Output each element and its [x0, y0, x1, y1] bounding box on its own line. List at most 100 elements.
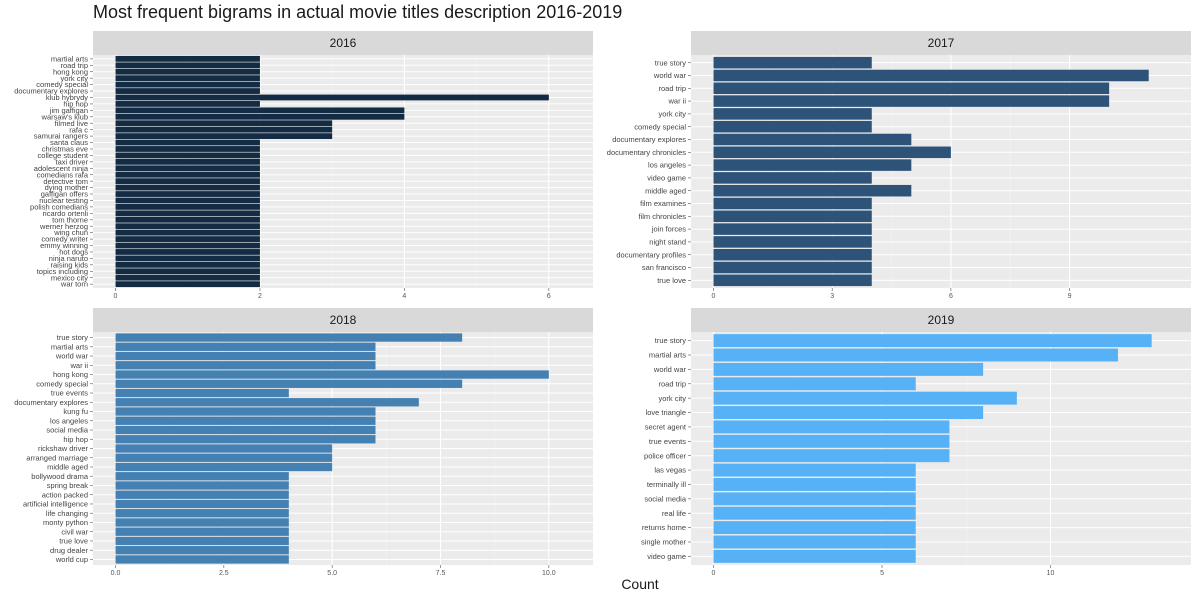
y-tick-label: los angeles [50, 416, 88, 425]
y-tick-label: tom thorne [52, 215, 88, 224]
bar [713, 120, 872, 133]
facet-strip-label: 2016 [330, 36, 357, 50]
x-tick-label: 2 [258, 293, 262, 300]
bar [115, 416, 376, 425]
y-tick-label: comedy writer [41, 235, 88, 244]
y-tick-label: documentary explores [14, 398, 88, 407]
x-tick-label: 6 [547, 293, 551, 300]
y-tick-label: war torn [60, 280, 88, 289]
bar [713, 223, 872, 235]
x-tick-label: 0.0 [111, 570, 121, 577]
y-tick-label: world war [653, 71, 687, 80]
bar [115, 229, 260, 236]
y-tick-label: returns home [642, 523, 686, 532]
x-tick-label: 0 [712, 293, 716, 300]
bar [115, 261, 260, 268]
y-tick-label: topics including [37, 267, 88, 276]
bar [713, 377, 916, 391]
y-tick-label: road trip [60, 61, 88, 70]
bar [115, 204, 260, 210]
y-tick-label: true story [655, 336, 687, 345]
y-tick-label: action packed [42, 490, 88, 499]
bar [115, 281, 260, 288]
bar [713, 56, 872, 69]
y-tick-label: secret agent [645, 423, 687, 432]
y-tick-label: spring break [47, 481, 89, 490]
y-tick-label: comedy special [36, 379, 88, 388]
y-tick-label: social media [46, 426, 89, 435]
bar [713, 82, 1110, 95]
facet-strip-label: 2017 [928, 36, 955, 50]
y-tick-label: san francisco [642, 263, 686, 272]
y-tick-label: comedy special [634, 122, 686, 131]
y-tick-label: terminally ill [647, 480, 687, 489]
y-tick-label: social media [644, 494, 687, 503]
bar [115, 490, 289, 499]
bar [713, 463, 916, 477]
bar [115, 81, 260, 88]
facet-strip [93, 31, 593, 55]
bar [115, 165, 260, 172]
bar [115, 453, 333, 462]
y-tick-label: polish comedians [30, 203, 88, 212]
bar [115, 101, 260, 107]
facet-strip [93, 308, 593, 332]
y-tick-label: true events [649, 437, 686, 446]
y-tick-label: arranged marriage [26, 453, 88, 462]
bar [713, 549, 916, 563]
y-tick-label: filmed live [55, 119, 88, 128]
bar [713, 362, 984, 376]
bar [115, 536, 289, 546]
y-tick-label: true story [57, 333, 89, 342]
x-tick-label: 0 [712, 570, 716, 577]
bar [713, 406, 984, 420]
bar [115, 255, 260, 262]
y-tick-label: join forces [651, 225, 686, 234]
y-tick-label: road trip [658, 84, 686, 93]
bar [713, 146, 951, 159]
facet-strip [691, 308, 1191, 332]
figure-title: Most frequent bigrams in actual movie ti… [93, 2, 623, 22]
bar [115, 191, 260, 197]
bar [713, 197, 872, 210]
y-tick-label: hip hop [63, 435, 88, 444]
bar [115, 197, 260, 204]
y-tick-label: single mother [641, 538, 687, 547]
bar [115, 472, 289, 481]
y-tick-label: martial arts [51, 54, 88, 63]
x-tick-label: 5 [880, 570, 884, 577]
y-tick-label: drug dealer [50, 546, 88, 555]
y-tick-label: santa claus [50, 138, 88, 147]
y-tick-label: life changing [46, 509, 88, 518]
x-tick-label: 3 [830, 293, 834, 300]
y-tick-label: jim gaffigan [49, 106, 88, 115]
x-tick-label: 5.0 [327, 570, 337, 577]
bar [115, 527, 289, 536]
bar [713, 420, 950, 434]
bar [115, 210, 260, 217]
bar [115, 62, 260, 69]
x-tick-label: 0 [114, 293, 118, 300]
bar [713, 172, 872, 184]
bar [115, 435, 376, 444]
bar [115, 407, 376, 416]
bar [713, 133, 912, 146]
y-tick-label: film examines [640, 199, 686, 208]
y-tick-label: york city [60, 74, 88, 83]
x-tick-label: 9 [1068, 293, 1072, 300]
y-tick-label: true love [59, 537, 88, 546]
y-tick-label: night stand [649, 238, 686, 247]
y-tick-label: adolescent ninja [34, 164, 89, 173]
x-tick-label: 6 [949, 293, 953, 300]
bar [115, 509, 289, 518]
bar [115, 361, 376, 370]
bar [713, 159, 912, 171]
x-tick-label: 2.5 [219, 570, 229, 577]
y-tick-label: world war [55, 352, 89, 361]
bar [115, 518, 289, 527]
facet-panel-2017: 2017 0 3 6 9 true story world war road trip war … [607, 31, 1191, 300]
y-tick-label: real life [662, 509, 686, 518]
bar [115, 425, 376, 435]
bar [115, 379, 463, 388]
